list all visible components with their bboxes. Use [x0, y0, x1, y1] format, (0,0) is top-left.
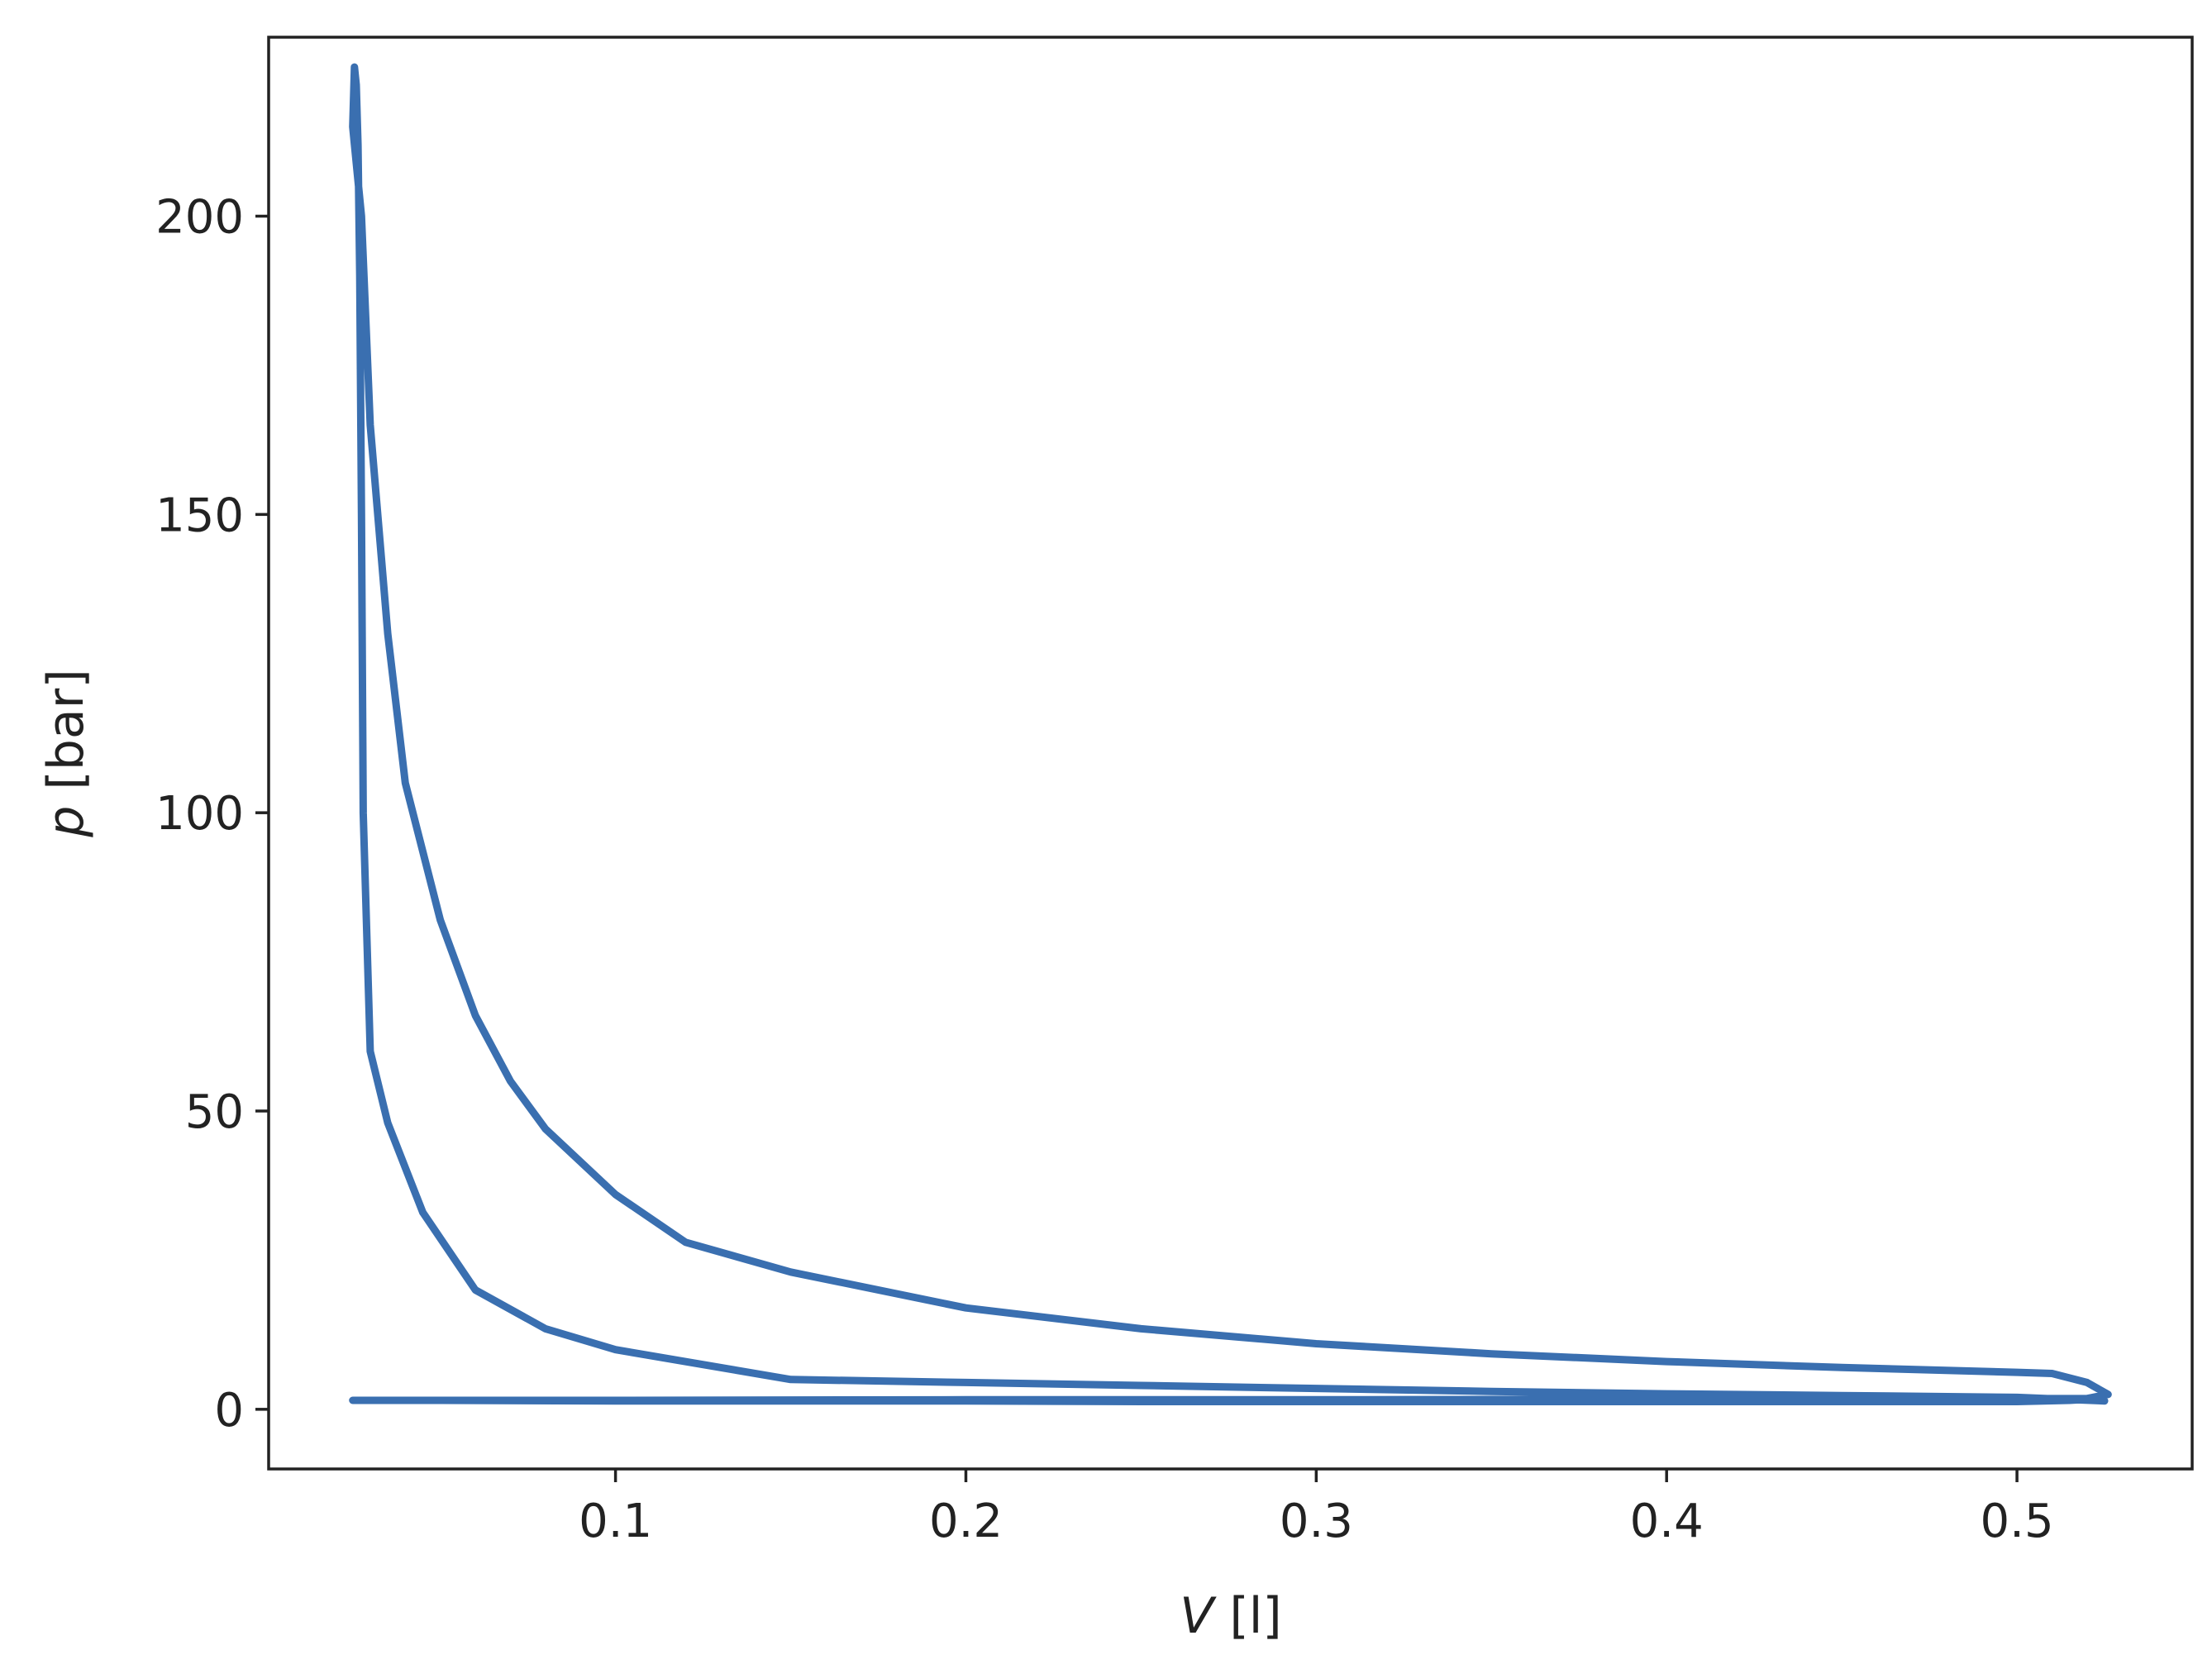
x-axis-label: V [l] [1180, 1587, 1282, 1645]
x-tick-label: 0.1 [579, 1495, 652, 1548]
y-tick-label: 100 [155, 787, 244, 841]
plot-lines [349, 63, 2112, 1405]
y-tick-label: 50 [185, 1085, 244, 1139]
x-tick-label: 0.5 [1981, 1495, 2054, 1548]
x-axis-unit: [l] [1229, 1587, 1282, 1645]
x-tick-label: 0.3 [1280, 1495, 1353, 1548]
y-axis-ticks: 0 50 100 150 200 [155, 191, 269, 1438]
x-tick-label: 0.4 [1630, 1495, 1704, 1548]
x-tick-label: 0.2 [929, 1495, 1003, 1548]
plot-frame [267, 36, 2194, 1471]
y-axis-symbol: p [37, 806, 95, 838]
x-axis-ticks: 0.1 0.2 0.3 0.4 0.5 [579, 1469, 2054, 1548]
y-axis-unit: [bar] [37, 669, 95, 789]
y-tick-label: 0 [214, 1384, 244, 1438]
pv-cycle-line-0 [349, 63, 2112, 1405]
y-tick-label: 150 [155, 489, 244, 542]
x-axis-symbol: V [1180, 1587, 1217, 1645]
y-axis-label: p [bar] [37, 669, 95, 838]
y-tick-label: 200 [155, 191, 244, 245]
